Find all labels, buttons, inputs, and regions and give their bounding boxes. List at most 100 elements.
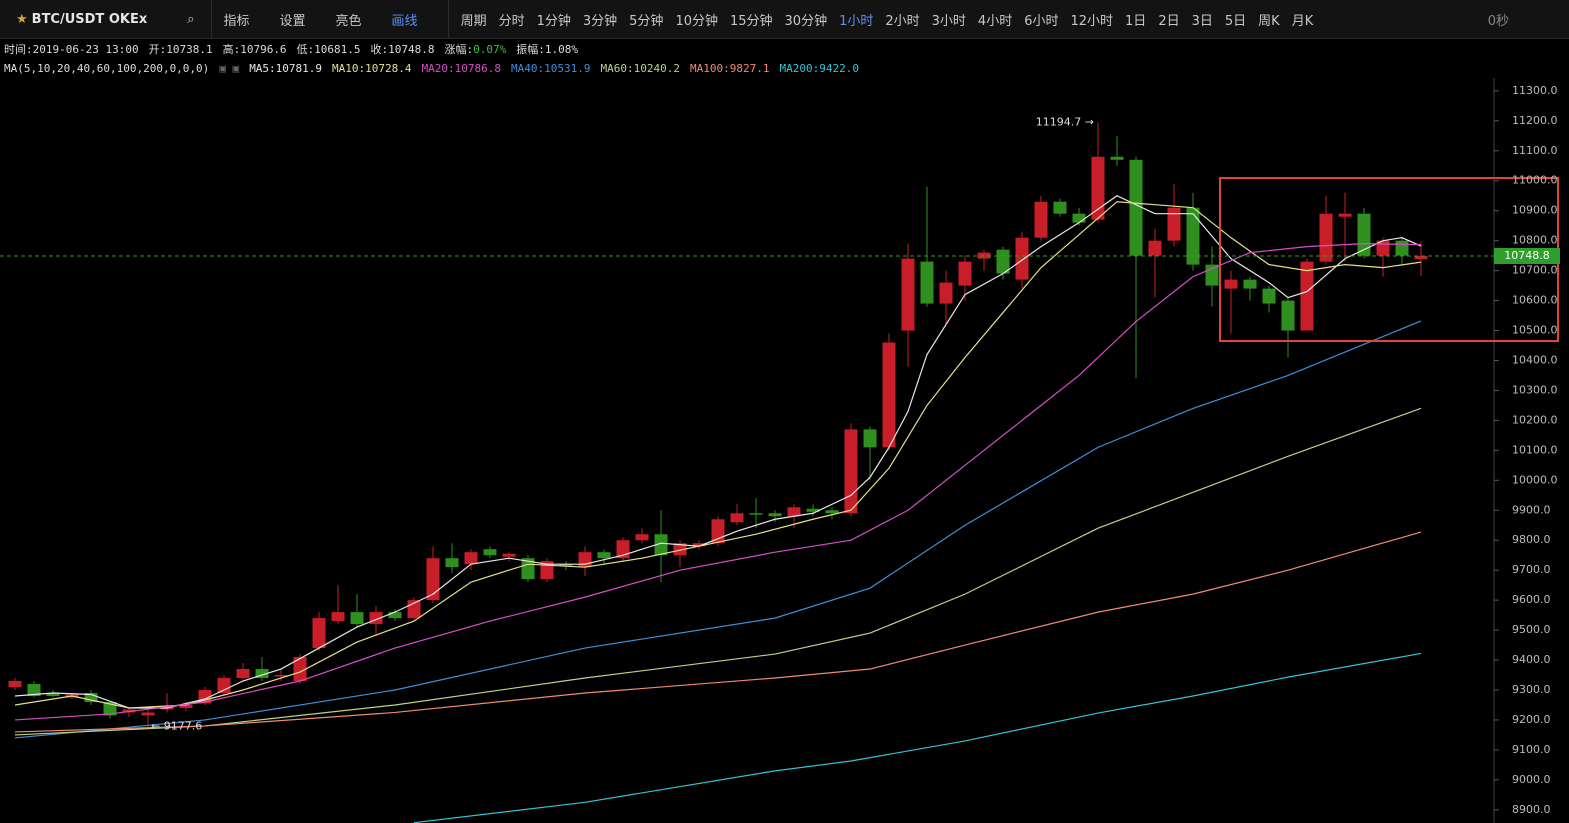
y-tick-label: 9000.0 bbox=[1512, 773, 1551, 786]
period-button[interactable]: 30分钟 bbox=[784, 13, 828, 29]
candle-body bbox=[749, 513, 763, 515]
change-value: 0.07% bbox=[473, 43, 507, 56]
toolbar: ★ BTC/USDT OKEx ⌕ 指标 设置 亮色 画线 周期 分时 1分钟 3分钟 5分… bbox=[0, 0, 1569, 39]
candle-body bbox=[825, 510, 839, 514]
candle-body bbox=[635, 534, 649, 541]
period-button[interactable]: 分时 bbox=[498, 13, 525, 29]
y-tick-label: 10000.0 bbox=[1512, 473, 1558, 486]
y-tick-label: 8900.0 bbox=[1512, 803, 1551, 816]
ma-legend: MA40:10531.9 bbox=[511, 62, 591, 75]
plot-area bbox=[0, 122, 1494, 823]
period-menu[interactable]: 周期 bbox=[460, 13, 487, 29]
periods: 分时 1分钟 3分钟 5分钟 10分钟 15分钟 30分钟 1小时 2小时 3小时 4小时 6小时 12… bbox=[499, 10, 1326, 29]
star-icon[interactable]: ★ bbox=[16, 11, 28, 27]
candle-body bbox=[103, 701, 117, 716]
y-tick-label: 10600.0 bbox=[1512, 294, 1558, 307]
candle-body bbox=[27, 684, 41, 696]
last-price-label: 10748.8 bbox=[1504, 249, 1550, 262]
y-tick-label: 10700.0 bbox=[1512, 264, 1558, 277]
candle-body bbox=[920, 261, 934, 304]
candle-body bbox=[1015, 237, 1029, 280]
candle-body bbox=[426, 558, 440, 601]
ma-legend: MA100:9827.1 bbox=[689, 62, 770, 75]
tool-button[interactable]: 画线 bbox=[391, 13, 418, 29]
search-icon[interactable]: ⌕ bbox=[187, 11, 195, 27]
ma-line bbox=[14, 531, 1422, 733]
period-button[interactable]: 月K bbox=[1291, 13, 1314, 29]
candle-body bbox=[217, 678, 231, 693]
candle-body bbox=[1091, 156, 1105, 220]
y-tick-label: 9900.0 bbox=[1512, 503, 1551, 516]
ma-line bbox=[14, 320, 1422, 739]
y-tick-label: 11300.0 bbox=[1512, 84, 1558, 97]
ma-legend: MA200:9422.0 bbox=[779, 62, 859, 75]
ma-line bbox=[14, 201, 1422, 709]
symbol[interactable]: BTC/USDT OKEx bbox=[31, 11, 148, 27]
candle-body bbox=[1357, 213, 1371, 256]
period-button[interactable]: 周K bbox=[1258, 13, 1280, 29]
candle-body bbox=[1414, 255, 1428, 260]
period-button[interactable]: 15分钟 bbox=[729, 13, 773, 29]
period-button[interactable]: 3小时 bbox=[931, 13, 966, 29]
low-annotation: ← 9177.6 bbox=[151, 720, 202, 733]
candle-body bbox=[844, 429, 858, 514]
candle-body bbox=[1395, 240, 1409, 256]
period-button[interactable]: 1日 bbox=[1125, 13, 1147, 29]
period-button[interactable]: 1分钟 bbox=[536, 13, 571, 29]
candle-body bbox=[597, 552, 611, 559]
candle-body bbox=[673, 543, 687, 556]
period-button[interactable]: 10分钟 bbox=[675, 13, 718, 29]
period-button[interactable]: 6小时 bbox=[1024, 13, 1059, 29]
candle-body bbox=[1186, 207, 1200, 265]
y-tick-label: 10200.0 bbox=[1512, 413, 1558, 426]
candle-body bbox=[1243, 279, 1257, 289]
ohlc-field: 开:10738.1 bbox=[148, 43, 213, 56]
tool-button[interactable]: 指标 bbox=[223, 13, 250, 29]
candle-body bbox=[464, 552, 478, 565]
candle-body bbox=[255, 669, 269, 679]
tool-button[interactable]: 亮色 bbox=[335, 13, 362, 29]
last-price-box bbox=[1494, 247, 1560, 264]
ma-legend: MA60:10240.2 bbox=[600, 62, 680, 75]
candle-body bbox=[350, 612, 364, 625]
candle-body bbox=[46, 692, 60, 696]
candle-body bbox=[521, 558, 535, 580]
period-button[interactable]: 5日 bbox=[1224, 13, 1247, 29]
ma-row: MA(5,10,20,40,60,100,200,0,0,0) ▣ ▣ MA5:10… bbox=[4, 59, 869, 78]
candle-body bbox=[179, 704, 193, 708]
ma-settings-icon[interactable]: ▣ ▣ bbox=[219, 62, 240, 75]
period-button[interactable]: 3分钟 bbox=[582, 13, 618, 29]
y-tick-label: 10800.0 bbox=[1512, 234, 1558, 247]
period-button[interactable]: 2小时 bbox=[885, 13, 920, 29]
candle-body bbox=[445, 558, 459, 568]
ma-legend: MA20:10786.8 bbox=[421, 62, 502, 75]
candle-body bbox=[84, 692, 98, 702]
period-button[interactable]: 5分钟 bbox=[629, 13, 664, 29]
ma-line bbox=[413, 652, 1422, 823]
tool-button[interactable]: 设置 bbox=[279, 13, 306, 29]
candle-body bbox=[1224, 279, 1238, 289]
info-panel: 时间:2019-06-23 13:00 开:10738.1 高:10796.6 低:1… bbox=[4, 40, 869, 78]
y-tick-label: 9700.0 bbox=[1512, 563, 1551, 576]
ma-line bbox=[14, 407, 1422, 736]
timer: 0秒 bbox=[1487, 13, 1509, 29]
period-button[interactable]: 2日 bbox=[1158, 13, 1180, 29]
candle-body bbox=[141, 712, 155, 716]
y-tick-label: 11200.0 bbox=[1512, 114, 1558, 127]
period-button[interactable]: 3日 bbox=[1191, 13, 1213, 29]
period-button[interactable]: 12小时 bbox=[1070, 13, 1114, 29]
candle-body bbox=[1148, 240, 1162, 256]
candle-body bbox=[711, 519, 725, 544]
y-tick-label: 10900.0 bbox=[1512, 204, 1558, 217]
candle-body bbox=[1034, 201, 1048, 238]
high-annotation: 11194.7 → bbox=[1036, 115, 1094, 128]
candle-body bbox=[293, 657, 307, 682]
candle-body bbox=[996, 249, 1010, 274]
candle-body bbox=[559, 564, 573, 566]
period-button[interactable]: 1小时 bbox=[839, 13, 874, 29]
y-tick-label: 9400.0 bbox=[1512, 653, 1551, 666]
period-button[interactable]: 4小时 bbox=[977, 13, 1013, 29]
separator bbox=[447, 0, 449, 38]
ma-legend: MA5:10781.9 bbox=[249, 62, 323, 75]
candle-body bbox=[806, 508, 820, 512]
